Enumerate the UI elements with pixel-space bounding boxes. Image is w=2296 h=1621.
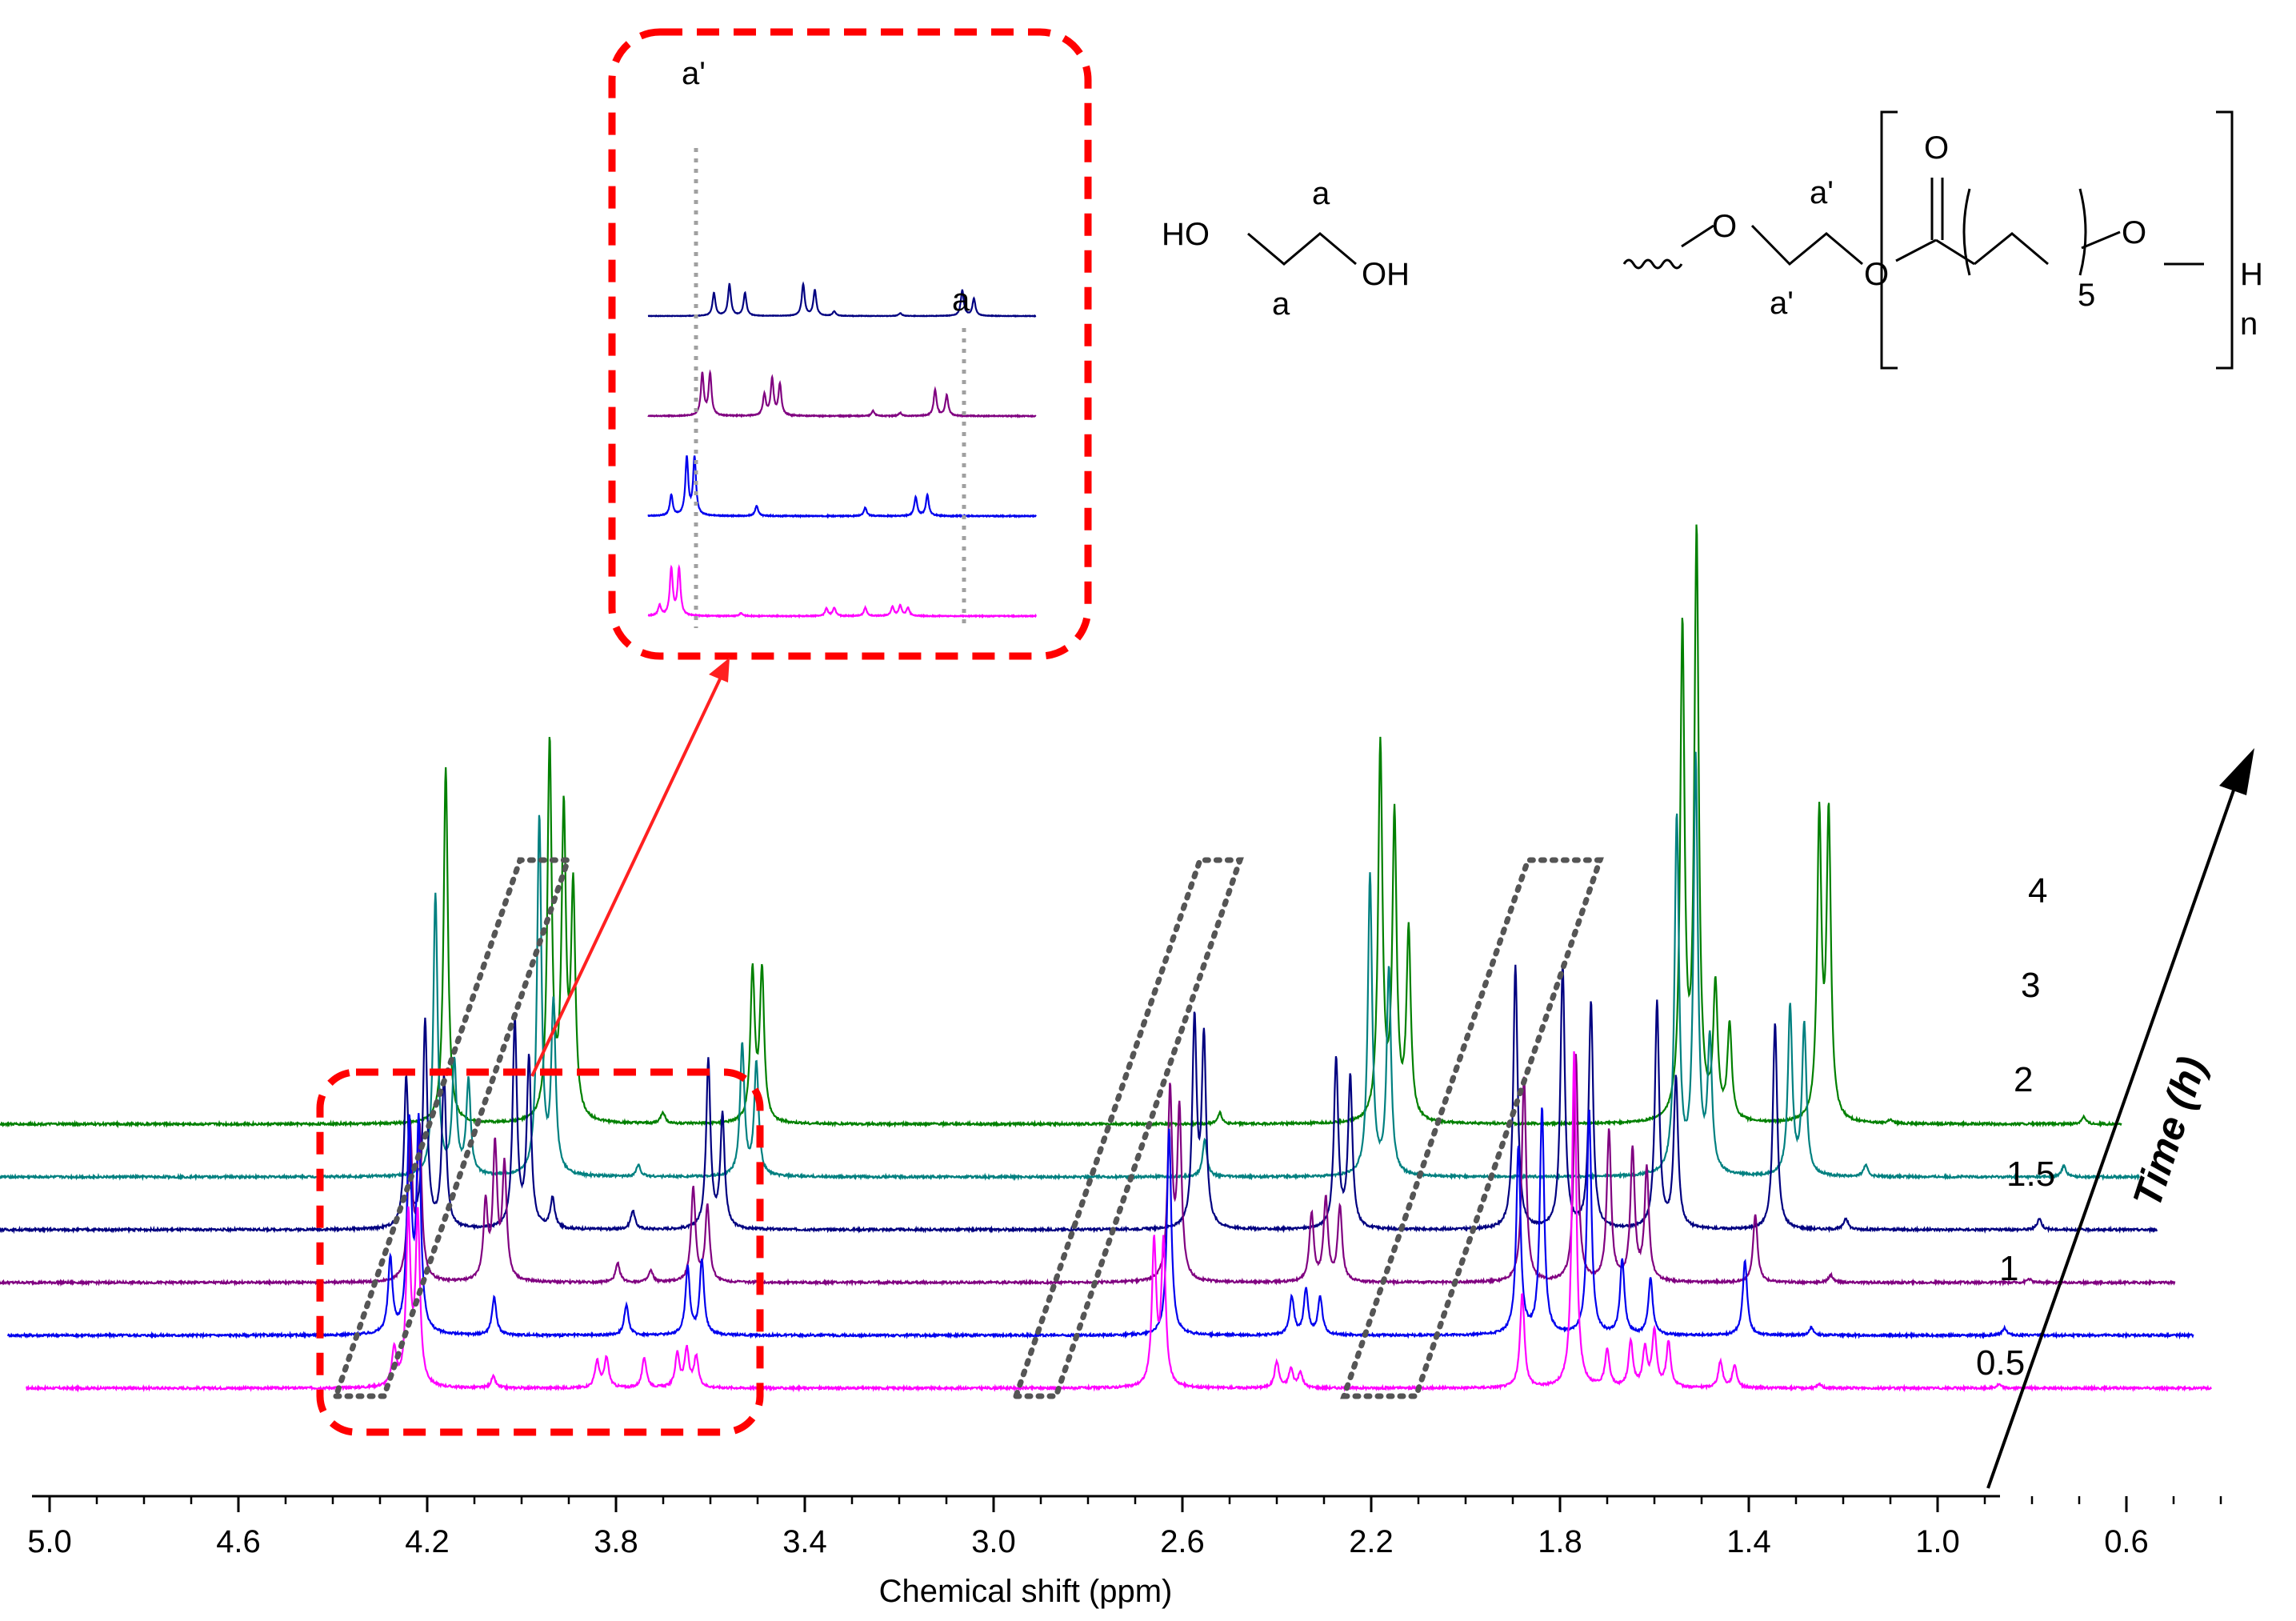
inset-spectrum-1h xyxy=(647,455,1037,519)
inset-guides xyxy=(694,148,966,628)
x-tick-label: 3.0 xyxy=(971,1524,1016,1559)
spectrum-4h xyxy=(0,524,2122,1129)
x-axis-title: Chemical shift (ppm) xyxy=(879,1574,1173,1609)
time-axis-arrowhead xyxy=(2219,748,2254,795)
zoom-highlight xyxy=(316,28,1092,1436)
x-tick-label: 2.6 xyxy=(1160,1524,1205,1559)
peak-track-marker-4.2 xyxy=(332,857,572,1399)
x-tick-label: 0.6 xyxy=(2104,1524,2149,1559)
time-label-2: 2 xyxy=(2014,1060,2033,1099)
time-axis-title: Time (h) xyxy=(2124,1051,2214,1212)
x-tick-label: 4.2 xyxy=(405,1524,450,1559)
pcl-o-carbonyl: O xyxy=(1924,130,1949,166)
x-axis: 5.0 4.6 4.2 3.8 3.4 3.0 2.6 2.2 1.8 1.4 1.0 0.6 xyxy=(27,1495,2222,1559)
x-tick-label: 1.4 xyxy=(1726,1524,1771,1559)
stacked-spectra xyxy=(0,524,2212,1393)
pcl-o2: O xyxy=(1864,257,1889,292)
time-axis xyxy=(1986,748,2254,1489)
x-tick-label: 2.2 xyxy=(1349,1524,1394,1559)
time-label-1.5: 1.5 xyxy=(2006,1155,2055,1194)
inset-label-a-prime: a' xyxy=(682,56,706,91)
x-tick-label: 1.8 xyxy=(1538,1524,1582,1559)
inset-spectrum-2h xyxy=(647,281,1037,318)
inset-label-a: a xyxy=(952,282,970,318)
peak-track-markers xyxy=(332,857,1604,1399)
inset-spectrum-1.5h xyxy=(647,369,1037,419)
eg-a-bottom: a xyxy=(1272,286,1290,322)
bracket-right xyxy=(2216,110,2234,370)
pcl-n: n xyxy=(2240,306,2258,342)
structure-ethylene-glycol: HO OH a a xyxy=(1162,176,1410,322)
x-tick-label: 3.8 xyxy=(594,1524,638,1559)
pcl-a-prime-bottom: a' xyxy=(1770,286,1794,321)
x-ticks: 5.0 4.6 4.2 3.8 3.4 3.0 2.6 2.2 1.8 1.4 1.0 0.6 xyxy=(27,1496,2222,1559)
time-label-3: 3 xyxy=(2021,966,2040,1005)
time-label-1: 1 xyxy=(1999,1249,2018,1288)
eg-ho: HO xyxy=(1162,217,1210,252)
x-tick-label: 3.4 xyxy=(782,1524,827,1559)
spectrum-2h xyxy=(0,964,2158,1235)
eg-oh: OH xyxy=(1362,257,1410,292)
pcl-o1: O xyxy=(1712,209,1737,244)
peak-track-marker-1.8 xyxy=(1340,857,1604,1399)
pcl-a-prime-top: a' xyxy=(1810,175,1834,210)
pcl-subscript-5: 5 xyxy=(2078,278,2095,313)
time-labels: 0.5 1 1.5 2 3 4 xyxy=(1976,871,2055,1383)
spectrum-1.5h xyxy=(0,1054,2176,1287)
wavy-bond-icon xyxy=(1622,258,1683,270)
structure-pcl xyxy=(1622,110,2234,370)
x-tick-label: 5.0 xyxy=(27,1524,72,1559)
inset-spectrum-0.5h xyxy=(647,564,1038,619)
highlight-box xyxy=(316,1068,764,1436)
pcl-h: H xyxy=(2240,257,2263,292)
eg-a-top: a xyxy=(1312,176,1330,211)
x-tick-label: 4.6 xyxy=(216,1524,261,1559)
inset-box xyxy=(608,28,1092,660)
inset-spectra xyxy=(647,281,1038,619)
spectrum-0.5h xyxy=(26,1051,2212,1393)
pcl-o3: O xyxy=(2122,215,2146,250)
time-label-0.5: 0.5 xyxy=(1976,1343,2025,1383)
spectrum-1h xyxy=(6,1107,2194,1340)
time-label-4: 4 xyxy=(2028,871,2047,911)
peak-track-marker-2.6 xyxy=(1012,857,1244,1399)
bracket-left xyxy=(1880,110,1898,370)
zoom-arrow xyxy=(530,658,730,1077)
x-tick-label: 1.0 xyxy=(1915,1524,1960,1559)
structure-pcl-labels: O O O O a' a' 5 H n xyxy=(1712,130,2263,342)
